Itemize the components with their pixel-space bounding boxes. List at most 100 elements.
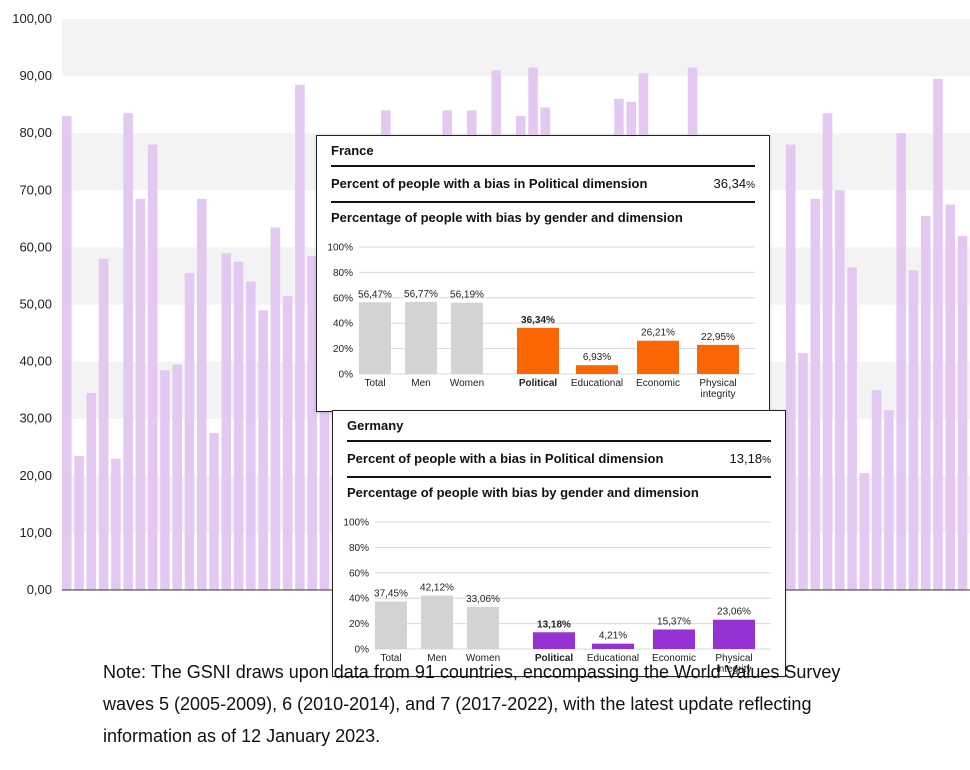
bar[interactable] — [172, 364, 183, 590]
y-tick-label: 10,00 — [19, 525, 52, 540]
bar[interactable] — [196, 198, 207, 591]
mini-bar — [421, 595, 453, 649]
y-tick-label: 60% — [333, 293, 353, 304]
tooltip-bias-row: Percent of people with a bias in Politic… — [347, 442, 771, 478]
y-tick-label: 80% — [349, 543, 369, 554]
tooltip-bias-label: Percent of people with a bias in Politic… — [331, 176, 648, 191]
y-tick-label: 20% — [333, 344, 353, 355]
y-tick-label: 60,00 — [19, 239, 52, 254]
bar[interactable] — [798, 353, 808, 590]
bar[interactable] — [847, 267, 857, 590]
bar[interactable] — [307, 255, 317, 590]
tooltip-bias-value: 36,34% — [713, 176, 755, 191]
bar[interactable] — [920, 215, 931, 590]
y-tick-label: 60% — [349, 568, 369, 579]
mini-bar — [713, 619, 755, 649]
mini-bar — [517, 327, 559, 374]
bar[interactable] — [221, 253, 232, 591]
category-label: Educational — [587, 653, 639, 664]
data-label: 37,45% — [374, 588, 408, 599]
category-label: Total — [380, 653, 401, 664]
category-label: Total — [364, 378, 385, 389]
data-label: 56,77% — [404, 289, 438, 300]
y-tick-label: 40% — [333, 319, 353, 330]
data-label: 36,34% — [521, 315, 555, 326]
bar[interactable] — [74, 455, 84, 590]
data-label: 6,93% — [583, 352, 611, 363]
bar[interactable] — [111, 458, 121, 590]
bar[interactable] — [98, 258, 109, 590]
data-label: 56,47% — [358, 289, 392, 300]
bar[interactable] — [859, 472, 870, 590]
bar[interactable] — [822, 113, 833, 590]
data-label: 23,06% — [717, 607, 751, 618]
bar[interactable] — [835, 190, 845, 591]
bar[interactable] — [62, 116, 72, 590]
france-mini-chart: 0% 20% 40% 60% 80% 100% 56,47% Total 56,77% Men 56… — [327, 243, 755, 399]
category-label: Political — [519, 378, 558, 389]
france-tooltip: France Percent of people with a bias in … — [316, 135, 770, 412]
data-label: 56,19% — [450, 290, 484, 301]
y-tick-label: 20% — [349, 619, 369, 630]
bar[interactable] — [160, 370, 170, 590]
mini-bar — [576, 365, 618, 374]
category-label: Men — [411, 378, 430, 389]
y-tick-label: 20,00 — [19, 468, 52, 483]
category-label: Men — [427, 653, 446, 664]
bar[interactable] — [945, 204, 956, 590]
mini-bar — [375, 601, 407, 649]
tooltip-bias-value: 13,18% — [729, 451, 771, 466]
bar[interactable] — [147, 144, 158, 590]
y-tick-label: 30,00 — [19, 411, 52, 426]
mini-bar — [451, 302, 483, 374]
tooltip-subtitle: Percentage of people with bias by gender… — [347, 485, 699, 500]
y-tick-label: 90,00 — [19, 68, 52, 83]
bar[interactable] — [871, 390, 882, 590]
tooltip-country-name: France — [331, 136, 755, 167]
bar[interactable] — [184, 273, 195, 590]
tooltip-bias-row: Percent of people with a bias in Politic… — [331, 167, 755, 203]
data-label: 22,95% — [701, 332, 735, 343]
mini-bar — [359, 302, 391, 374]
category-label: Political — [535, 653, 574, 664]
bar[interactable] — [319, 333, 330, 590]
bar[interactable] — [785, 144, 796, 590]
category-label: integrity — [716, 664, 751, 674]
y-tick-label: 70,00 — [19, 182, 52, 197]
y-tick-label: 50,00 — [19, 297, 52, 312]
bar[interactable] — [258, 310, 268, 590]
bar[interactable] — [896, 133, 906, 590]
bar[interactable] — [957, 235, 968, 591]
category-label: Women — [466, 653, 500, 664]
bar[interactable] — [908, 270, 919, 590]
bar[interactable] — [810, 198, 821, 591]
y-tick-label: 80,00 — [19, 125, 52, 140]
mini-bar — [697, 344, 739, 374]
mini-bar — [637, 340, 679, 374]
y-tick-label: 100% — [327, 243, 353, 254]
bar[interactable] — [933, 78, 943, 590]
bar[interactable] — [209, 432, 219, 590]
mini-bar — [653, 629, 695, 649]
bar[interactable] — [270, 227, 281, 591]
bar[interactable] — [884, 410, 894, 590]
category-label: Physical — [699, 378, 736, 389]
bar[interactable] — [282, 295, 293, 590]
mini-bar — [533, 632, 575, 649]
category-label: Physical — [715, 653, 752, 664]
tooltip-country-name: Germany — [347, 411, 771, 442]
bar[interactable] — [86, 393, 97, 590]
bar[interactable] — [233, 261, 244, 590]
category-label: Economic — [636, 378, 680, 389]
grid-band — [62, 19, 970, 77]
category-label: Women — [450, 378, 484, 389]
mini-bar — [467, 607, 499, 649]
y-tick-label: 80% — [333, 268, 353, 279]
bar[interactable] — [246, 281, 256, 590]
bar[interactable] — [123, 113, 133, 590]
tooltip-bias-label: Percent of people with a bias in Politic… — [347, 451, 664, 466]
data-label: 15,37% — [657, 616, 691, 627]
data-label: 4,21% — [599, 631, 627, 642]
bar[interactable] — [295, 84, 305, 590]
bar[interactable] — [135, 198, 146, 591]
